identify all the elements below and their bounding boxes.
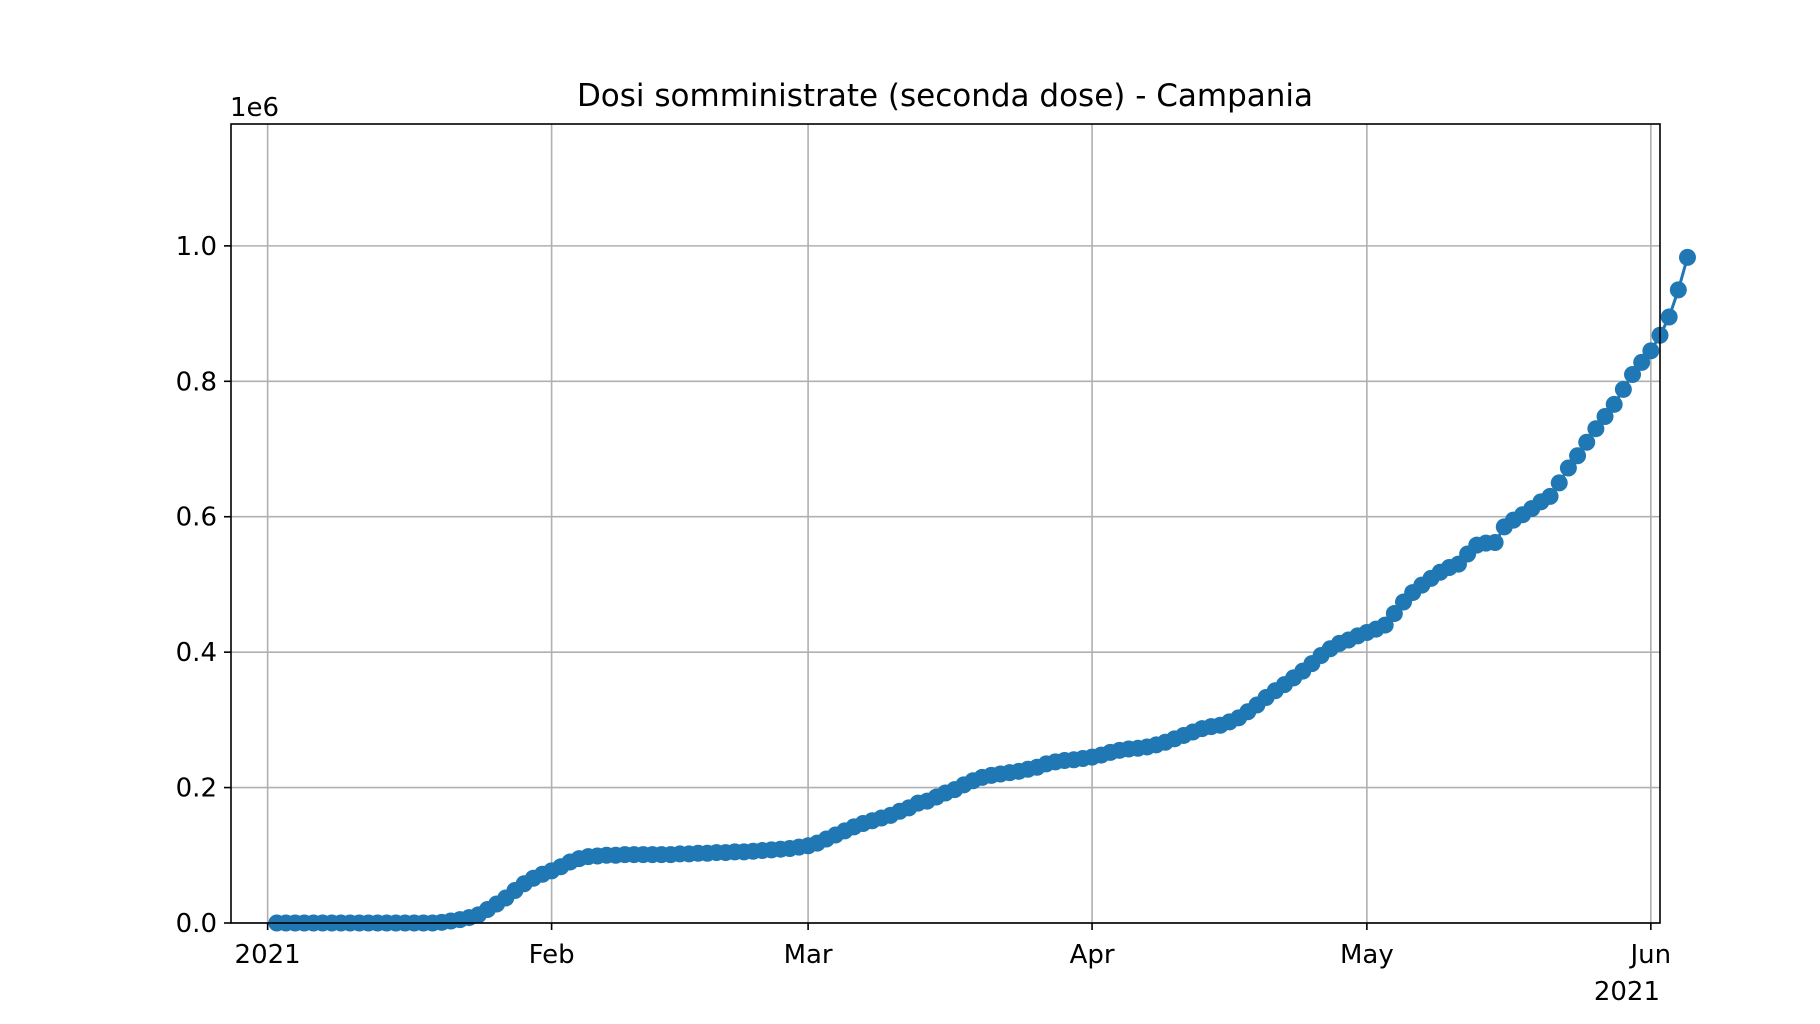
x-tick-label: Mar: [784, 940, 833, 970]
y-axis: 0.0 0.2 0.4 0.6 0.8 1.0: [176, 232, 231, 939]
x-tick-label: May: [1340, 940, 1394, 970]
data-point: [1559, 459, 1577, 477]
x-tick-label: 2021: [235, 940, 301, 970]
data-point: [1660, 308, 1678, 326]
data-point: [1614, 380, 1632, 398]
x-tick-label: Feb: [529, 940, 575, 970]
data-point: [1486, 533, 1504, 551]
data-point: [1624, 366, 1642, 384]
data-point: [1550, 474, 1568, 492]
y-tick-label: 0.8: [176, 367, 217, 397]
x-axis: 2021 Feb Mar Apr May Jun: [235, 923, 1672, 970]
data-point: [1633, 353, 1651, 371]
data-point: [1541, 487, 1559, 505]
data-point: [1642, 342, 1660, 360]
data-point: [1385, 605, 1403, 623]
data-point: [1587, 420, 1605, 438]
y-tick-label: 0.2: [176, 774, 217, 804]
data-point: [1578, 433, 1596, 451]
x-offset-text: 2021: [1594, 977, 1660, 1007]
y-offset-text: 1e6: [230, 93, 279, 123]
data-point: [1605, 395, 1623, 413]
series-layer: [268, 248, 1696, 932]
data-point: [1569, 447, 1587, 465]
chart-title: Dosi somministrate (seconda dose) - Camp…: [577, 78, 1313, 114]
data-point: [1669, 281, 1687, 299]
x-tick-label: Apr: [1070, 940, 1115, 970]
x-tick-label: Jun: [1629, 940, 1672, 970]
plot-frame: [230, 123, 1661, 924]
data-point: [1596, 408, 1614, 426]
y-tick-label: 0.4: [176, 638, 217, 668]
data-point: [1678, 248, 1696, 266]
y-tick-label: 0.0: [176, 909, 217, 939]
y-tick-label: 1.0: [176, 232, 217, 262]
y-tick-label: 0.6: [176, 503, 217, 533]
data-point: [1376, 616, 1394, 634]
